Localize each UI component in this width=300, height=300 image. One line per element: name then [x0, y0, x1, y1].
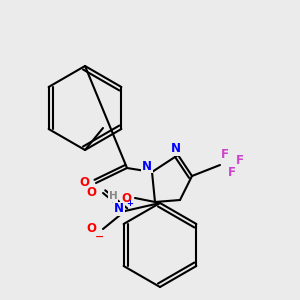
Text: N: N	[171, 142, 181, 155]
Text: −: −	[95, 232, 105, 242]
Text: N: N	[114, 202, 124, 215]
Text: O: O	[86, 187, 96, 200]
Text: F: F	[236, 154, 244, 166]
Text: O: O	[86, 223, 96, 236]
Text: F: F	[221, 148, 229, 161]
Text: H: H	[109, 191, 117, 201]
Text: O: O	[121, 191, 131, 205]
Text: +: +	[127, 199, 134, 208]
Text: N: N	[142, 160, 152, 172]
Text: F: F	[228, 167, 236, 179]
Text: O: O	[79, 176, 89, 190]
